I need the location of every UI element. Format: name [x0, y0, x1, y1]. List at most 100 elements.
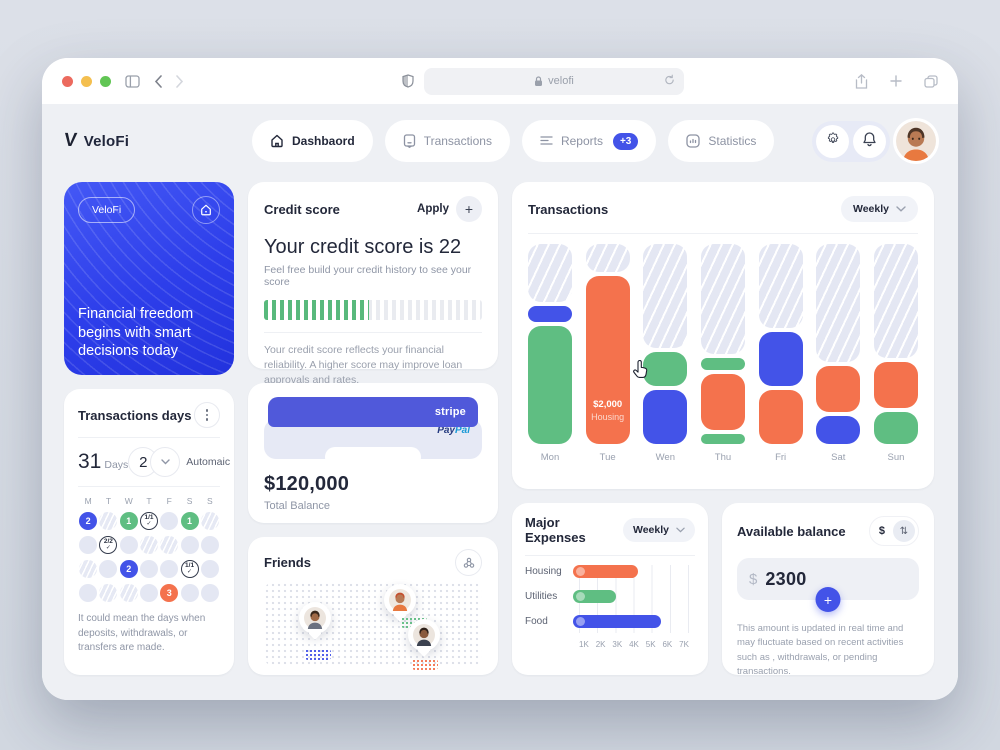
calendar-day[interactable]: 2	[119, 560, 138, 578]
calendar-day[interactable]	[99, 584, 118, 602]
bar-segment-blue[interactable]	[643, 390, 688, 444]
x-axis-label: Sun	[887, 452, 905, 463]
calendar-day[interactable]	[160, 536, 179, 554]
calendar-day[interactable]	[139, 560, 158, 578]
chart-column-sat[interactable]: Sat	[816, 244, 861, 463]
calendar-day[interactable]: 1/1 ✓	[180, 560, 199, 578]
address-bar[interactable]: velofi	[424, 67, 684, 95]
calendar-day[interactable]	[160, 512, 179, 530]
share-network-icon[interactable]	[455, 549, 482, 576]
close-window-button[interactable]	[62, 75, 73, 87]
friend-pin[interactable]	[383, 583, 416, 616]
bar-segment-green[interactable]	[643, 352, 688, 386]
chart-column-mon[interactable]: Mon	[528, 244, 572, 463]
back-icon[interactable]	[154, 74, 162, 88]
zoom-window-button[interactable]	[100, 75, 111, 87]
expense-bar-housing[interactable]	[573, 565, 638, 578]
calendar-day[interactable]	[99, 560, 118, 578]
kebab-menu-icon[interactable]	[194, 402, 220, 428]
calendar-day[interactable]: 1/1 ✓	[139, 512, 158, 530]
home-circle-icon[interactable]	[192, 196, 220, 224]
expense-bar-food[interactable]	[573, 615, 662, 628]
chart-column-tue[interactable]: $2,000 Housing Tue	[585, 244, 630, 463]
calendar-day[interactable]	[139, 536, 158, 554]
calendar-day[interactable]	[119, 536, 138, 554]
bar-segment-green[interactable]	[528, 326, 572, 444]
lock-icon	[534, 75, 543, 87]
nav-tab-reports[interactable]: Reports +3	[521, 120, 657, 162]
bar-segment-empty[interactable]	[700, 244, 745, 354]
calendar-day[interactable]	[200, 560, 219, 578]
axis-tick-label: 1K	[579, 640, 589, 649]
bar-segment-empty[interactable]	[873, 244, 918, 358]
bar-segment-blue[interactable]	[816, 416, 861, 444]
add-amount-button[interactable]: +	[815, 587, 841, 612]
weekly-dropdown[interactable]: Weekly	[841, 196, 918, 222]
calendar-day[interactable]	[139, 584, 158, 602]
bar-segment-empty[interactable]	[528, 244, 572, 302]
calendar-day[interactable]	[200, 536, 219, 554]
calendar-day[interactable]: 2	[79, 512, 98, 530]
chart-column-sun[interactable]: Sun	[873, 244, 918, 463]
new-tab-icon[interactable]	[890, 75, 902, 87]
calendar-day[interactable]	[79, 560, 98, 578]
calendar-day[interactable]	[119, 584, 138, 602]
nav-tab-dashboard[interactable]: Dashbaord	[252, 120, 373, 162]
calendar-day[interactable]	[180, 584, 199, 602]
bar-segment-orange[interactable]	[873, 362, 918, 408]
transactions-chart-card: Transactions Weekly Mon $2,000	[512, 182, 934, 489]
calendar-day[interactable]	[180, 536, 199, 554]
tabs-overview-icon[interactable]	[924, 74, 938, 88]
bar-segment-green[interactable]	[700, 358, 745, 370]
bar-segment-blue[interactable]	[758, 332, 803, 386]
friend-pin[interactable]	[407, 618, 440, 651]
friend-pin[interactable]	[298, 602, 331, 635]
bar-segment-empty[interactable]	[643, 244, 688, 348]
nav-tab-transactions[interactable]: Transactions	[384, 120, 510, 162]
calendar-day[interactable]: 3	[160, 584, 179, 602]
amount-input[interactable]: $ 2300 +	[737, 558, 919, 612]
bar-segment-empty[interactable]	[585, 244, 630, 272]
minimize-window-button[interactable]	[81, 75, 92, 87]
bar-segment-empty[interactable]	[816, 244, 861, 362]
calendar-day[interactable]	[99, 512, 118, 530]
bar-segment-blue[interactable]	[528, 306, 572, 322]
logo[interactable]: V VeloFi	[63, 130, 252, 152]
paypal-logo: PayPal	[437, 425, 470, 436]
notifications-button[interactable]	[853, 124, 886, 158]
chart-column-fri[interactable]: Fri	[758, 244, 803, 463]
settings-button[interactable]	[816, 124, 849, 158]
weekly-dropdown[interactable]: Weekly	[623, 518, 695, 542]
bar-segment-orange[interactable]	[758, 390, 803, 444]
calendar-day[interactable]	[79, 536, 98, 554]
calendar-day[interactable]: 1	[119, 512, 138, 530]
calendar-day[interactable]	[160, 560, 179, 578]
user-avatar[interactable]	[896, 121, 936, 161]
chevron-down-icon[interactable]	[150, 447, 181, 477]
friends-map	[264, 582, 482, 671]
chart-column-wen[interactable]: Wen	[643, 244, 688, 463]
share-icon[interactable]	[855, 73, 868, 89]
forward-icon[interactable]	[176, 74, 184, 88]
bar-segment-orange[interactable]	[816, 366, 861, 412]
reload-icon[interactable]	[664, 74, 675, 89]
expense-bar-utilities[interactable]	[573, 590, 616, 603]
currency-toggle[interactable]: $ ⇅	[868, 516, 919, 546]
sidebar-toggle-icon[interactable]	[125, 74, 140, 88]
bar-segment-green[interactable]	[700, 434, 745, 444]
bar-segment-green[interactable]	[873, 412, 918, 444]
bar-segment-orange[interactable]: $2,000 Housing	[585, 276, 630, 444]
calendar-day[interactable]	[200, 584, 219, 602]
calendar-day[interactable]	[200, 512, 219, 530]
calendar-day[interactable]	[79, 584, 98, 602]
bar-segment-empty[interactable]	[758, 244, 803, 328]
url-text: velofi	[548, 75, 574, 87]
cursor-hand-icon	[632, 359, 649, 384]
calendar-day[interactable]: 2/2 ✓	[99, 536, 118, 554]
calendar-day[interactable]: 1	[180, 512, 199, 530]
nav-tab-statistics[interactable]: Statistics	[668, 120, 775, 162]
apply-button[interactable]: Apply +	[417, 196, 482, 222]
shield-icon[interactable]	[402, 74, 414, 88]
chart-column-thu[interactable]: Thu	[700, 244, 745, 463]
bar-segment-orange[interactable]	[700, 374, 745, 430]
